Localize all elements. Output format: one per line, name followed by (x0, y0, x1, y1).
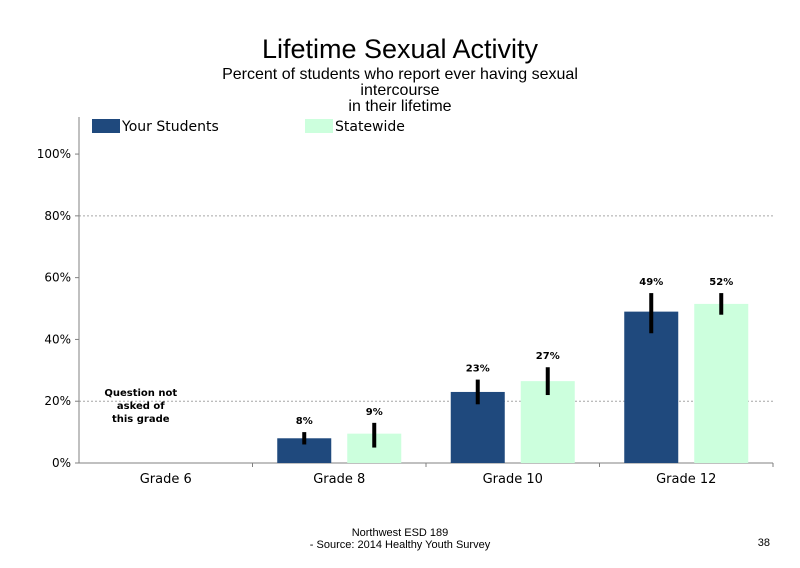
y-tick-label: 0% (52, 456, 71, 470)
data-label: 27% (536, 351, 560, 362)
chart-subtitle: Percent of students who report ever havi… (200, 67, 600, 115)
x-tick-label: Grade 10 (483, 472, 543, 487)
y-tick-label: 80% (44, 209, 71, 223)
x-tick-label: Grade 8 (313, 472, 365, 487)
y-tick-label: 20% (44, 394, 71, 408)
page-number: 38 (757, 537, 770, 549)
data-label: 8% (296, 416, 313, 427)
annotation-question-not-asked: asked of (117, 401, 165, 412)
legend-label: Statewide (335, 119, 405, 135)
annotation-question-not-asked: Question not (104, 388, 177, 399)
x-tick-label: Grade 6 (140, 472, 192, 487)
subtitle-line-1: Percent of students who report ever havi… (222, 66, 578, 83)
data-label: 49% (639, 277, 663, 288)
y-tick-label: 60% (44, 271, 71, 285)
subtitle-line-3: in their lifetime (348, 98, 452, 115)
subtitle-line-2: intercourse (360, 82, 440, 99)
legend-swatch-your-students (92, 119, 120, 133)
footer-source: - Source: 2014 Healthy Youth Survey (309, 539, 491, 551)
y-tick-label: 40% (44, 332, 71, 346)
bar-statewide (694, 303, 749, 463)
data-label: 23% (466, 364, 490, 375)
chart-title: Lifetime Sexual Activity (261, 34, 539, 64)
y-tick-label: 100% (37, 147, 71, 161)
data-label: 9% (366, 407, 383, 418)
x-tick-label: Grade 12 (656, 472, 716, 487)
bar-your-students (624, 311, 679, 463)
legend-swatch-statewide (305, 119, 333, 133)
legend-label: Your Students (121, 119, 219, 135)
data-label: 52% (709, 277, 733, 288)
footer-organization: Northwest ESD 189 (351, 527, 449, 539)
annotation-question-not-asked: this grade (112, 414, 170, 425)
